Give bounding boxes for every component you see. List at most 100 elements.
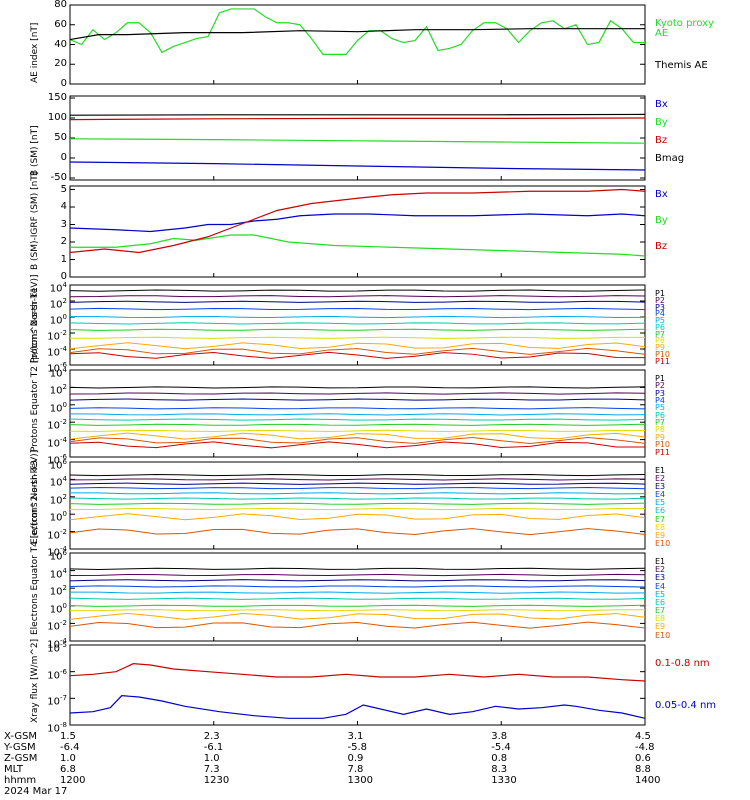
legend-entry: Bx [655,99,668,110]
y-axis-label: Protons Equator T2 [p/(cm^2-s-sr-keV)] [30,274,40,452]
channel-line [69,315,646,319]
y-tick-label: 3 [60,218,67,230]
legend-entry: E3 [655,573,666,583]
legend-entry: P2 [655,381,665,391]
panel-5 [69,369,646,458]
x-row-value: -6.4 [60,742,80,753]
panel-4 [69,284,646,366]
series-bz [69,117,646,121]
x-row-label: Z-GSM [4,753,38,764]
y-tick-label: 150 [47,92,67,103]
legend-entry: P3 [655,302,665,312]
legend-entry: E4 [655,490,666,500]
panel-7 [69,552,646,642]
series-by [70,234,646,257]
y-tick-label: 50 [54,132,67,143]
y-axis-label: Electrons Equator T4 [e/(cm^2-s-sr-keV)] [30,449,40,635]
x-row-value: 1230 [203,775,230,786]
series-by [69,138,646,144]
legend-entry: Bmag [655,152,685,164]
panel-2 [69,95,646,181]
legend-entry: P11 [655,447,671,457]
y-tick-label: 102 [49,492,67,507]
channel-line [69,567,646,570]
y-tick-label: -50 [50,172,67,183]
channel-line [69,386,646,389]
panel-frame [69,4,646,85]
legend-entry: 0.1-0.8 nm [655,658,710,669]
legend-entry: P1 [655,289,665,298]
y-tick-label: 10-6 [47,453,67,467]
x-row-value: 1.5 [60,731,76,742]
channel-line [69,591,646,594]
channel-line [69,441,646,449]
legend-entry: P10 [655,440,671,450]
y-tick-label: 100 [47,112,67,123]
y-tick-label: 40 [54,38,67,50]
x-row-label: MLT [4,764,23,775]
legend-entry: E9 [655,530,666,540]
legend-entry: P8 [655,336,665,346]
legend-entry: E8 [655,614,666,624]
series-kyoto-proxy-ae [69,8,645,55]
legend-entry: P5 [655,316,665,326]
y-tick-label: 60 [54,18,67,30]
legend-entry: Bz [655,134,668,146]
channel-line [69,432,646,440]
channel-line [69,585,646,588]
x-row-value: 3.1 [347,731,364,742]
series-themis-ae [69,28,645,41]
channel-line [69,528,646,536]
legend-entry: P6 [655,322,665,332]
channel-line [69,473,646,477]
series-bx [69,213,646,233]
channel-line [69,418,646,421]
legend-entry: P11 [655,356,671,366]
legend-entry: E6 [655,506,666,516]
y-tick-label: 5 [60,183,67,195]
channel-line [69,398,646,401]
channel-line [69,407,646,410]
channel-line [69,322,646,325]
legend-entry: E2 [655,474,666,484]
legend-entry: P3 [655,388,665,398]
legend-entry: P4 [655,309,665,319]
y-tick-label: 102 [49,297,67,311]
legend-entry: P1 [655,374,665,383]
x-row-value: -4.8 [635,742,655,753]
x-row-value: 0.9 [347,753,364,764]
x-row-value: 1300 [347,775,373,786]
channel-line [69,336,646,339]
x-row-value: 7.3 [203,764,220,775]
panel-3 [69,185,646,278]
x-row-value: 4.5 [635,731,651,742]
date-label: 2024 Mar 17 [4,786,68,797]
y-tick-label: 2 [60,236,67,247]
y-tick-label: 10-2 [47,527,67,541]
legend-entry: E9 [655,622,666,632]
x-row-value: -5.8 [347,742,368,753]
panel-6 [69,461,646,550]
channel-line [69,513,646,521]
legend-entry: Bz [655,240,668,252]
y-tick-label: 104 [49,475,67,489]
x-row-value: 3.8 [491,731,508,742]
x-row-value: 1.0 [203,753,220,764]
y-tick-label: 4 [60,201,67,212]
legend-entry: E5 [655,589,666,599]
legend-entry: E10 [655,538,671,548]
channel-line [69,609,646,612]
legend-entry: P9 [655,343,665,353]
channel-line [69,307,646,311]
x-row-value: -5.4 [491,742,511,753]
channel-line [69,507,646,511]
channel-line [69,295,646,298]
legend-entry: E8 [655,522,666,532]
channel-line [69,621,646,629]
panel-1 [69,4,646,85]
legend-entry: P8 [655,425,665,435]
y-tick-label: 0 [60,152,67,163]
channel-line [69,300,646,303]
legend-entry: E3 [655,482,666,492]
